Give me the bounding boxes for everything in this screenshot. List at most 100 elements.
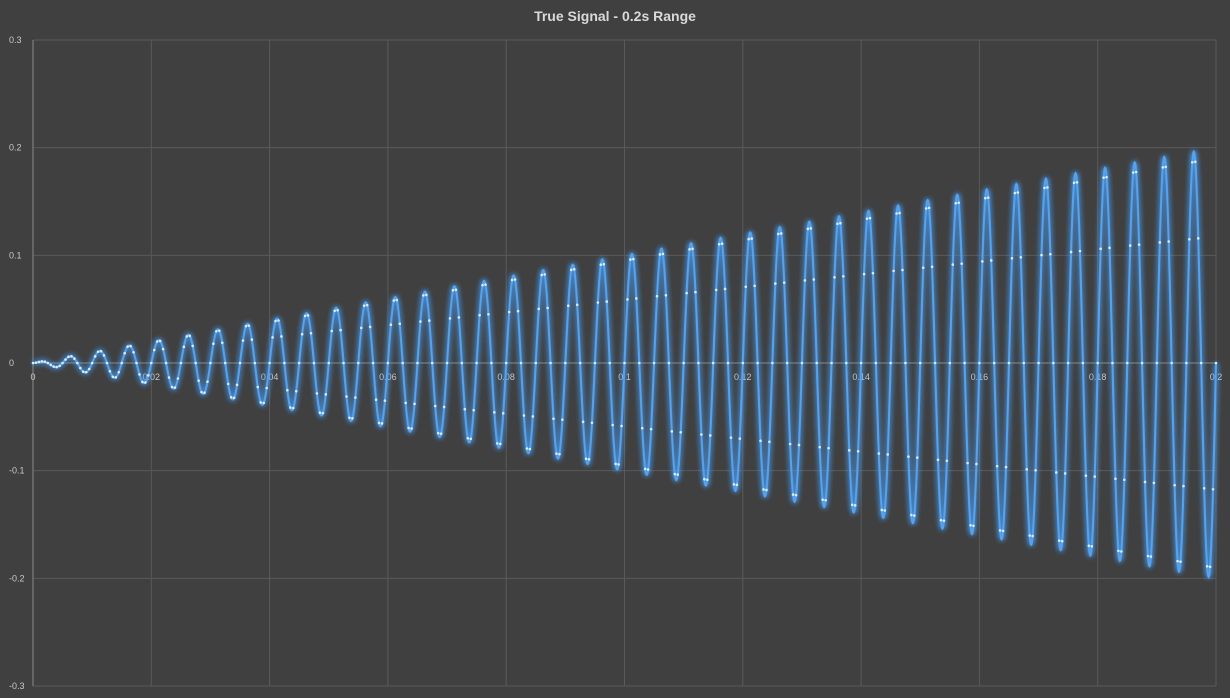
data-point bbox=[132, 350, 135, 354]
data-point bbox=[720, 242, 724, 246]
data-point bbox=[717, 242, 721, 246]
data-point bbox=[640, 426, 644, 430]
data-point bbox=[460, 361, 464, 365]
data-point bbox=[345, 395, 348, 398]
data-point bbox=[856, 449, 860, 453]
data-point bbox=[1025, 468, 1029, 471]
data-point bbox=[226, 382, 230, 386]
data-point bbox=[845, 361, 848, 365]
data-point bbox=[84, 370, 88, 374]
data-point bbox=[540, 273, 543, 277]
data-point bbox=[561, 418, 564, 421]
data-point bbox=[1117, 549, 1120, 553]
data-point bbox=[688, 248, 691, 251]
data-point bbox=[567, 304, 570, 308]
data-point bbox=[383, 399, 387, 402]
data-point bbox=[901, 268, 904, 272]
data-point bbox=[315, 392, 319, 395]
data-point bbox=[206, 380, 209, 383]
data-point bbox=[723, 287, 727, 291]
data-point bbox=[741, 361, 745, 365]
data-point bbox=[167, 376, 171, 379]
data-point bbox=[664, 293, 668, 297]
data-point bbox=[129, 344, 132, 348]
data-point bbox=[327, 361, 331, 365]
data-point bbox=[794, 493, 798, 497]
data-point bbox=[682, 361, 685, 365]
data-point bbox=[933, 361, 937, 365]
data-point bbox=[1108, 246, 1111, 250]
data-point bbox=[280, 335, 283, 338]
data-point bbox=[1105, 175, 1108, 179]
data-point bbox=[614, 462, 617, 466]
data-point bbox=[555, 452, 558, 455]
data-point bbox=[1125, 361, 1129, 365]
data-point bbox=[685, 291, 688, 295]
data-point bbox=[895, 212, 898, 215]
data-point bbox=[333, 309, 336, 313]
data-point bbox=[762, 488, 765, 491]
data-point bbox=[978, 361, 981, 365]
data-point bbox=[490, 361, 493, 365]
data-point bbox=[445, 361, 449, 365]
data-point bbox=[788, 442, 792, 446]
data-point bbox=[599, 263, 603, 267]
data-point bbox=[1196, 237, 1200, 240]
data-point bbox=[779, 232, 783, 235]
data-point bbox=[1170, 361, 1173, 365]
data-point bbox=[646, 468, 650, 471]
data-point bbox=[1176, 559, 1179, 563]
data-point bbox=[649, 427, 653, 431]
data-point bbox=[442, 405, 446, 409]
data-point bbox=[244, 324, 248, 328]
data-point bbox=[747, 237, 751, 241]
data-point bbox=[81, 370, 85, 374]
data-point bbox=[534, 361, 538, 365]
data-point bbox=[620, 424, 623, 428]
data-point bbox=[880, 508, 884, 512]
data-point bbox=[1001, 529, 1005, 533]
data-point bbox=[833, 275, 836, 279]
data-point bbox=[1194, 160, 1197, 164]
data-point bbox=[661, 252, 665, 256]
data-point bbox=[1046, 186, 1049, 189]
data-point bbox=[732, 483, 736, 486]
data-point bbox=[1128, 244, 1132, 247]
data-point bbox=[714, 288, 718, 292]
data-point bbox=[1120, 550, 1123, 553]
data-point bbox=[487, 312, 490, 316]
data-point bbox=[700, 433, 703, 436]
data-point bbox=[818, 445, 821, 449]
data-point bbox=[79, 366, 82, 370]
data-point bbox=[250, 338, 254, 341]
data-point bbox=[697, 361, 700, 365]
data-point bbox=[593, 361, 597, 365]
data-point bbox=[247, 324, 251, 327]
data-point bbox=[96, 350, 100, 354]
data-point bbox=[265, 386, 268, 390]
data-point bbox=[256, 385, 260, 389]
data-point bbox=[413, 402, 416, 406]
data-point bbox=[960, 262, 963, 265]
data-point bbox=[809, 227, 813, 230]
data-point bbox=[611, 423, 614, 427]
data-point bbox=[504, 361, 508, 365]
data-point bbox=[847, 449, 851, 452]
data-point bbox=[469, 437, 473, 441]
data-point bbox=[291, 406, 295, 410]
data-point bbox=[262, 401, 265, 405]
data-point bbox=[1188, 237, 1191, 241]
data-point bbox=[1214, 361, 1218, 365]
data-point bbox=[161, 347, 165, 351]
data-point bbox=[454, 288, 458, 292]
y-tick-label: -0.1 bbox=[9, 466, 25, 476]
data-point bbox=[155, 340, 159, 343]
data-point bbox=[52, 365, 55, 368]
data-point bbox=[1185, 361, 1188, 365]
data-point bbox=[1152, 481, 1156, 485]
data-point bbox=[1202, 487, 1206, 490]
data-point bbox=[419, 320, 422, 323]
data-point bbox=[1069, 250, 1073, 254]
data-point bbox=[1111, 361, 1114, 365]
